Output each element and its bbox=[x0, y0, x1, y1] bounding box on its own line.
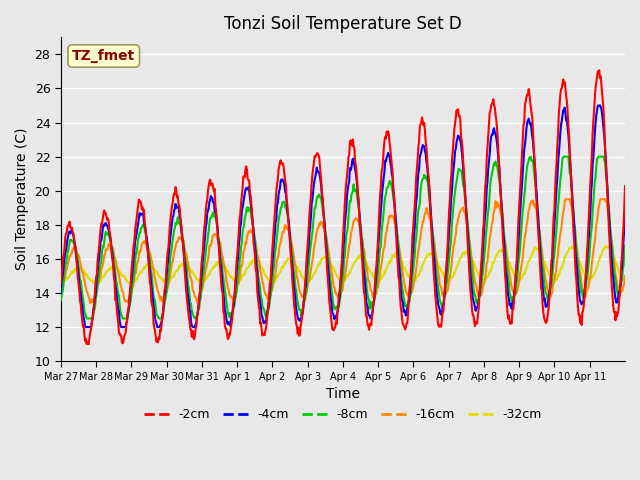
-8cm bbox=[621, 243, 629, 249]
-2cm bbox=[124, 308, 132, 314]
-32cm bbox=[433, 259, 441, 265]
Line: -16cm: -16cm bbox=[61, 199, 625, 303]
-16cm bbox=[124, 300, 132, 305]
-8cm bbox=[277, 205, 285, 211]
-4cm bbox=[595, 103, 602, 108]
-2cm bbox=[255, 307, 263, 312]
-8cm bbox=[57, 297, 65, 303]
-2cm bbox=[57, 280, 65, 286]
-4cm bbox=[433, 296, 441, 301]
Legend: -2cm, -4cm, -8cm, -16cm, -32cm: -2cm, -4cm, -8cm, -16cm, -32cm bbox=[139, 403, 547, 426]
-8cm bbox=[433, 280, 441, 286]
-16cm bbox=[255, 259, 263, 264]
Y-axis label: Soil Temperature (C): Soil Temperature (C) bbox=[15, 128, 29, 271]
-8cm bbox=[83, 316, 90, 322]
-16cm bbox=[561, 196, 569, 202]
Line: -4cm: -4cm bbox=[61, 106, 625, 327]
-32cm bbox=[602, 243, 610, 249]
Text: TZ_fmet: TZ_fmet bbox=[72, 49, 136, 63]
-4cm bbox=[277, 177, 285, 183]
-32cm bbox=[124, 278, 131, 284]
-32cm bbox=[277, 269, 285, 275]
-4cm bbox=[81, 324, 89, 330]
-32cm bbox=[228, 274, 236, 280]
-16cm bbox=[433, 264, 441, 269]
Line: -8cm: -8cm bbox=[61, 156, 625, 319]
-32cm bbox=[402, 267, 410, 273]
-8cm bbox=[124, 312, 132, 317]
-16cm bbox=[228, 294, 236, 300]
-16cm bbox=[277, 239, 285, 244]
X-axis label: Time: Time bbox=[326, 387, 360, 401]
Line: -2cm: -2cm bbox=[61, 70, 625, 344]
-4cm bbox=[255, 295, 263, 300]
-4cm bbox=[402, 312, 410, 318]
-16cm bbox=[57, 288, 65, 294]
-2cm bbox=[621, 183, 629, 189]
-16cm bbox=[402, 288, 410, 294]
-32cm bbox=[57, 280, 65, 286]
-8cm bbox=[228, 313, 236, 319]
-32cm bbox=[621, 276, 629, 282]
-16cm bbox=[621, 273, 629, 279]
-32cm bbox=[255, 263, 263, 268]
-8cm bbox=[527, 154, 534, 159]
-2cm bbox=[402, 325, 410, 331]
-4cm bbox=[621, 215, 629, 220]
-32cm bbox=[163, 281, 171, 287]
-2cm bbox=[595, 67, 603, 73]
Title: Tonzi Soil Temperature Set D: Tonzi Soil Temperature Set D bbox=[224, 15, 462, 33]
-4cm bbox=[228, 314, 236, 320]
Line: -32cm: -32cm bbox=[61, 246, 625, 284]
-2cm bbox=[433, 315, 441, 321]
-2cm bbox=[277, 157, 285, 163]
-2cm bbox=[228, 321, 236, 327]
-2cm bbox=[83, 341, 90, 347]
-16cm bbox=[86, 300, 94, 306]
-4cm bbox=[57, 290, 65, 296]
-8cm bbox=[255, 280, 263, 286]
-4cm bbox=[124, 311, 132, 317]
-8cm bbox=[402, 302, 410, 308]
